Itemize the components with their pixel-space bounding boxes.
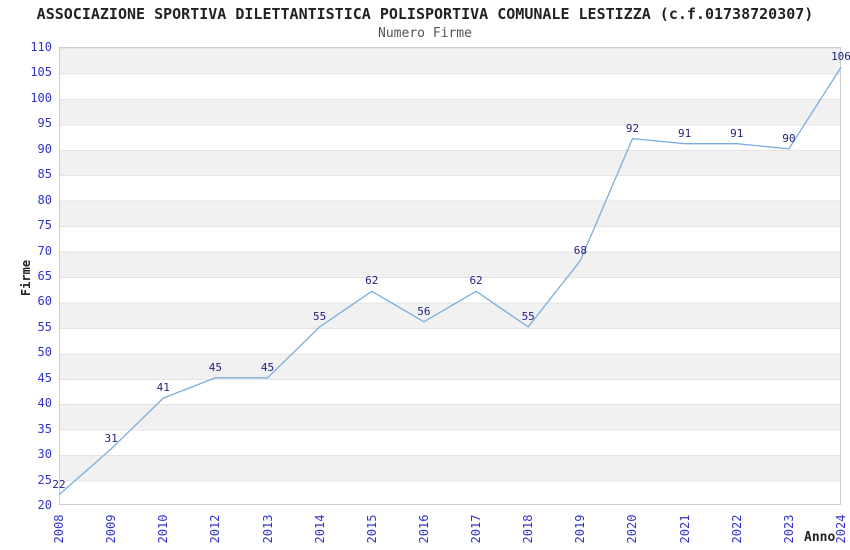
y-tick-label: 20 (37, 498, 52, 512)
x-tick-label: 2014 (312, 514, 327, 544)
y-tick-label: 95 (37, 116, 52, 131)
x-tick-label: 2020 (625, 514, 640, 544)
y-tick-label: 90 (37, 141, 52, 156)
x-tick-label: 2021 (677, 514, 692, 544)
y-tick-label: 35 (37, 421, 52, 436)
data-point-value: 62 (469, 274, 483, 288)
x-tick-label: 2023 (781, 514, 796, 544)
data-point-value: 45 (208, 360, 223, 374)
x-tick-label: 2013 (260, 514, 275, 544)
x-tick-label: 2017 (469, 514, 484, 544)
y-tick-label: 25 (37, 472, 52, 487)
y-tick-label: 75 (37, 218, 52, 233)
y-tick-label: 55 (37, 319, 52, 334)
data-point-value: 41 (156, 381, 170, 395)
y-tick-label: 105 (30, 65, 52, 80)
data-point-value: 91 (677, 126, 692, 140)
x-tick-label: 2012 (208, 514, 223, 544)
data-point-value: 22 (52, 477, 66, 491)
y-axis-title: Firme (19, 259, 33, 297)
y-tick-label: 80 (37, 192, 52, 207)
x-tick-label: 2010 (156, 514, 171, 544)
data-point-value: 56 (417, 304, 431, 318)
x-tick-label: 2022 (729, 514, 744, 544)
data-point-value: 62 (365, 274, 379, 288)
data-point-value: 106 (831, 50, 850, 64)
y-tick-label: 110 (30, 40, 52, 54)
y-tick-label: 85 (37, 167, 52, 182)
data-point-value: 90 (782, 131, 796, 145)
y-tick-label: 100 (30, 90, 52, 105)
y-tick-label: 70 (37, 243, 52, 258)
y-tick-label: 30 (37, 447, 52, 462)
x-tick-label: 2018 (521, 514, 536, 544)
x-tick-label: 2019 (573, 514, 588, 544)
chart-title: ASSOCIAZIONE SPORTIVA DILETTANTISTICA PO… (36, 5, 814, 23)
y-tick-label: 45 (37, 370, 52, 385)
x-tick-label: 2008 (52, 514, 66, 544)
data-point-value: 45 (260, 360, 275, 374)
plot-area (59, 47, 841, 505)
data-point-value: 92 (625, 121, 640, 135)
y-tick-label: 40 (37, 396, 52, 411)
y-tick-label: 60 (37, 294, 52, 309)
data-point-value: 55 (313, 309, 327, 323)
data-point-value: 68 (573, 243, 587, 257)
data-point-value: 91 (730, 126, 744, 140)
y-tick-label: 50 (37, 345, 52, 360)
x-axis-title: Anno (804, 530, 836, 545)
data-point-value: 55 (521, 309, 535, 323)
chart-subtitle: Numero Firme (378, 26, 472, 41)
data-point-value: 31 (104, 432, 118, 446)
x-tick-label: 2015 (364, 514, 379, 544)
y-tick-label: 65 (37, 269, 52, 283)
x-tick-label: 2009 (104, 514, 119, 544)
x-tick-label: 2016 (416, 514, 431, 544)
